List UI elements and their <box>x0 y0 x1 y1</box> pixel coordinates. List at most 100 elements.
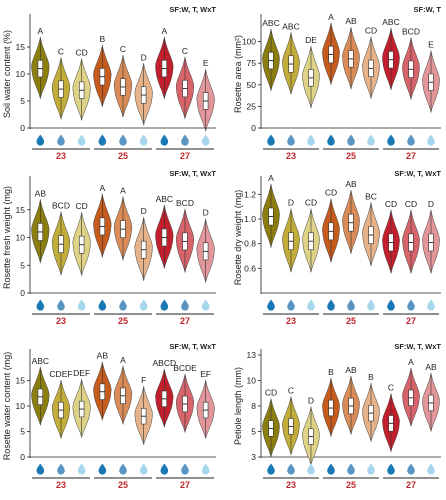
significance-letter: A <box>161 26 167 36</box>
water-drop-icon <box>407 134 415 146</box>
temperature-label: 27 <box>180 480 190 490</box>
significance-letter: A <box>37 26 43 36</box>
water-drop-icon <box>327 299 335 311</box>
chart-panel: 0 5 10 15 Rosette water content (mg) SF:W, T,… <box>2 342 216 490</box>
significance-letter: B <box>99 34 105 44</box>
water-drop-icon <box>77 134 86 146</box>
water-drop-icon <box>427 299 435 311</box>
water-drop-icon <box>119 299 127 311</box>
water-drop-icon <box>267 463 275 475</box>
y-tick-label: 0.6 <box>244 263 256 273</box>
significance-letter: B <box>328 367 334 377</box>
significance-letter: AB <box>345 365 357 375</box>
temperature-label: 27 <box>406 316 416 326</box>
stats-summary: SF:W, T <box>414 5 442 14</box>
significance-letter: BCD <box>52 201 70 211</box>
water-drop-icon <box>57 463 65 475</box>
y-tick-label: 75 <box>247 58 257 68</box>
significance-letter: BCDE <box>173 363 197 373</box>
water-drop-icon <box>387 134 395 146</box>
significance-letter: A <box>99 183 105 193</box>
temperature-label: 27 <box>180 316 190 326</box>
significance-letter: C <box>182 46 188 56</box>
temperature-label: 23 <box>286 151 296 161</box>
significance-letter: C <box>288 385 294 395</box>
chart-panel: 0 5 10 15 Soil water content (%) SF:W, T, WxT… <box>2 5 216 161</box>
water-drop-icon <box>139 134 148 146</box>
stats-summary: SF:W, T, WxT <box>169 5 216 14</box>
water-drop-icon <box>181 299 189 311</box>
water-drop-icon <box>347 134 355 146</box>
significance-letter: E <box>428 39 434 49</box>
y-axis-label: Soil water content (%) <box>2 30 12 118</box>
significance-letter: D <box>141 52 147 62</box>
y-tick-label: 8 <box>251 401 256 411</box>
significance-letter: BCD <box>176 198 194 208</box>
y-axis-label: Rosette water content (mg) <box>2 352 12 461</box>
y-tick-label: 13 <box>247 350 257 360</box>
stats-summary: SF:W, T, WxT <box>394 169 441 178</box>
significance-letter: ABC <box>156 194 173 204</box>
y-tick-label: 3 <box>251 452 256 462</box>
temperature-label: 27 <box>406 480 416 490</box>
y-tick-label: 1.2 <box>244 189 256 199</box>
y-tick-label: 15 <box>16 205 26 215</box>
temperature-label: 25 <box>118 151 128 161</box>
water-drop-icon <box>36 463 45 475</box>
significance-letter: E <box>203 58 209 68</box>
y-tick-label: 0.8 <box>244 239 256 249</box>
significance-letter: D <box>428 199 434 209</box>
significance-letter: AB <box>345 179 357 189</box>
significance-letter: AB <box>345 16 357 26</box>
water-drop-icon <box>139 299 148 311</box>
y-tick-label: 5 <box>20 96 25 106</box>
significance-letter: ABC <box>32 356 49 366</box>
y-tick-label: 25 <box>247 101 257 111</box>
significance-letter: C <box>388 382 394 392</box>
water-drop-icon <box>181 134 189 146</box>
water-drop-icon <box>367 299 375 311</box>
y-tick-label: 5 <box>20 260 25 270</box>
water-drop-icon <box>98 463 107 475</box>
significance-letter: CD <box>325 188 337 198</box>
significance-letter: D <box>203 208 209 218</box>
water-drop-icon <box>119 463 127 475</box>
water-drop-icon <box>347 463 355 475</box>
water-drop-icon <box>119 134 127 146</box>
water-drop-icon <box>201 299 210 311</box>
significance-letter: ABC <box>262 18 279 28</box>
water-drop-icon <box>77 299 86 311</box>
significance-letter: A <box>120 186 126 196</box>
water-drop-icon <box>307 463 315 475</box>
significance-letter: D <box>288 198 294 208</box>
significance-letter: BC <box>365 191 377 201</box>
significance-letter: AB <box>97 351 109 361</box>
significance-letter: AB <box>425 362 437 372</box>
significance-letter: ABC <box>382 17 399 27</box>
significance-letter: CD <box>76 201 88 211</box>
water-drop-icon <box>327 463 335 475</box>
water-drop-icon <box>98 299 107 311</box>
significance-letter: A <box>268 173 274 183</box>
temperature-label: 23 <box>56 480 66 490</box>
significance-letter: A <box>408 357 414 367</box>
significance-letter: ABCD <box>153 358 177 368</box>
temperature-label: 25 <box>346 151 356 161</box>
temperature-label: 23 <box>286 316 296 326</box>
water-drop-icon <box>287 299 295 311</box>
significance-letter: A <box>120 355 126 365</box>
temperature-label: 25 <box>346 316 356 326</box>
water-drop-icon <box>181 463 189 475</box>
significance-letter: D <box>141 206 147 216</box>
y-tick-label: 5 <box>251 427 256 437</box>
water-drop-icon <box>160 299 169 311</box>
water-drop-icon <box>287 134 295 146</box>
significance-letter: F <box>141 375 146 385</box>
temperature-label: 23 <box>286 480 296 490</box>
y-tick-label: 0 <box>20 123 25 133</box>
significance-letter: A <box>328 12 334 22</box>
temperature-label: 25 <box>118 480 128 490</box>
